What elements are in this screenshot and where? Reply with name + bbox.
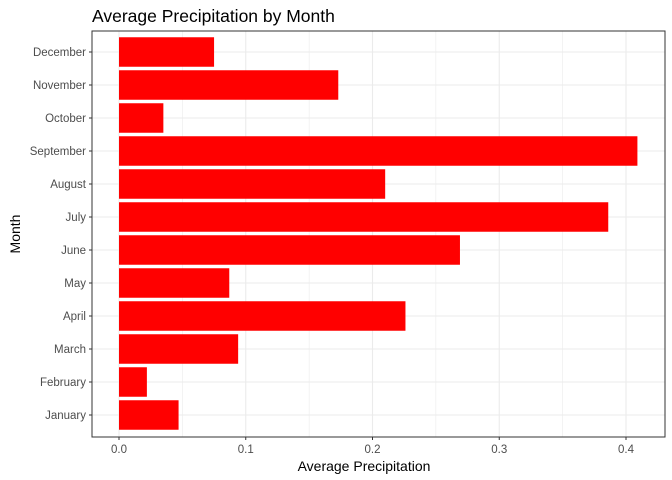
y-ticks: January February March April May June July Augu… (30, 47, 92, 422)
y-tick-label: March (54, 344, 86, 356)
x-tick-label: 0.3 (491, 444, 507, 456)
bar-july (119, 202, 609, 232)
x-tick-label: 0.0 (111, 444, 127, 456)
bar-september (119, 136, 638, 166)
bar-november (119, 70, 339, 100)
y-tick-label: October (45, 113, 86, 125)
bar-march (119, 334, 239, 364)
y-tick-label: July (66, 212, 87, 224)
bar-february (119, 367, 147, 397)
y-tick-label: January (45, 410, 86, 422)
y-axis-title: Month (7, 215, 23, 254)
y-tick-label: June (61, 245, 86, 257)
x-tick-label: 0.1 (238, 444, 254, 456)
x-tick-label: 0.4 (618, 444, 635, 456)
bar-october (119, 103, 164, 133)
y-tick-label: November (33, 80, 86, 92)
chart-title: Average Precipitation by Month (92, 6, 335, 26)
bars (119, 37, 638, 430)
bar-april (119, 301, 406, 331)
bar-june (119, 235, 460, 265)
y-tick-label: February (40, 377, 86, 389)
bar-december (119, 37, 215, 67)
y-tick-label: December (33, 47, 86, 59)
bar-january (119, 400, 179, 430)
bar-august (119, 169, 386, 199)
bar-may (119, 268, 230, 298)
panel-border (91, 30, 666, 438)
y-tick-label: August (50, 179, 87, 191)
x-axis-title: Average Precipitation (298, 458, 431, 474)
y-tick-label: September (30, 146, 86, 158)
x-ticks: 0.0 0.1 0.2 0.3 0.4 (111, 437, 635, 456)
y-tick-label: May (64, 278, 86, 290)
x-tick-label: 0.2 (365, 444, 381, 456)
y-tick-label: April (63, 311, 86, 323)
